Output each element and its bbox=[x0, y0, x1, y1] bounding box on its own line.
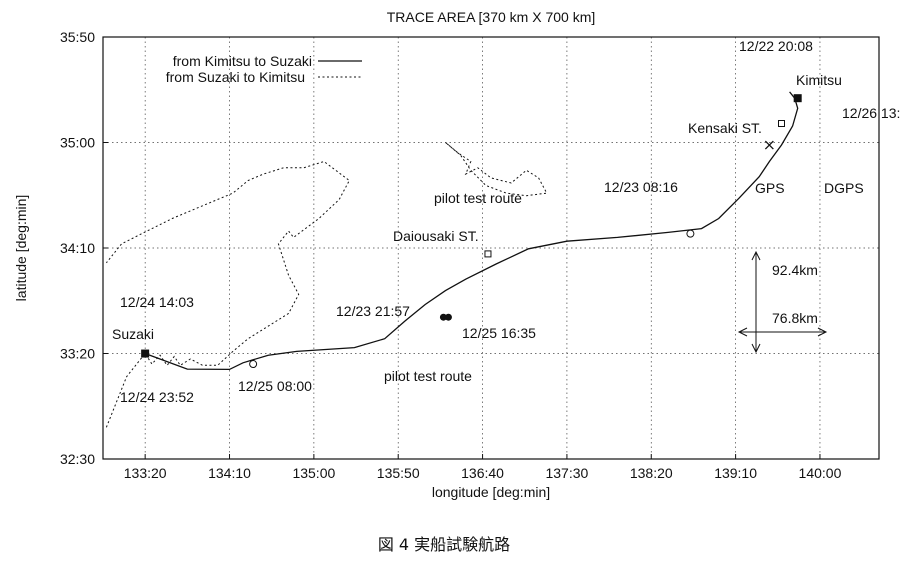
marker-filled-circle bbox=[439, 313, 447, 321]
label-12-25-1635: 12/25 16:35 bbox=[462, 325, 536, 341]
y-tick-label: 32:30 bbox=[60, 451, 95, 467]
legend: from Kimitsu to Suzaki from Suzaki to Ki… bbox=[166, 53, 362, 85]
plot-frame bbox=[102, 36, 880, 460]
marker-open-square bbox=[484, 250, 492, 258]
chart-title: TRACE AREA [370 km X 700 km] bbox=[387, 9, 596, 25]
x-tick-label: 133:20 bbox=[124, 465, 167, 481]
x-tick-label: 135:50 bbox=[377, 465, 420, 481]
scale-bar-vertical bbox=[751, 250, 761, 354]
label-suzaki: Suzaki bbox=[112, 326, 154, 342]
label-pilot-test-route-top: pilot test route bbox=[434, 190, 522, 206]
x-tick-label: 137:30 bbox=[545, 465, 588, 481]
grid-lines bbox=[103, 36, 879, 460]
label-kensaki-st: Kensaki ST. bbox=[688, 120, 762, 136]
label-dgps: DGPS bbox=[824, 180, 864, 196]
x-axis-ticks: 133:20 134:10 135:00 135:50 136:40 137:30 138:… bbox=[124, 454, 842, 481]
legend-entry-kimitsu-to-suzaki: from Kimitsu to Suzaki bbox=[173, 53, 312, 69]
marker-filled-square bbox=[141, 349, 150, 358]
label-daiousaki-st: Daiousaki ST. bbox=[393, 228, 479, 244]
x-axis-label: longitude [deg:min] bbox=[432, 484, 550, 500]
marker-layer bbox=[141, 94, 802, 369]
scale-bar-horizontal bbox=[737, 327, 828, 337]
marker-open-circle bbox=[249, 360, 258, 369]
label-76-8km: 76.8km bbox=[772, 310, 818, 326]
label-12-24-1403: 12/24 14:03 bbox=[120, 294, 194, 310]
marker-filled-circle bbox=[444, 313, 452, 321]
y-tick-label: 35:50 bbox=[60, 29, 95, 45]
x-tick-label: 140:00 bbox=[799, 465, 842, 481]
y-axis-label: latitude [deg:min] bbox=[13, 195, 29, 302]
series-layer bbox=[105, 91, 799, 428]
legend-entry-suzaki-to-kimitsu: from Suzaki to Kimitsu bbox=[166, 69, 305, 85]
label-pilot-test-route-bottom: pilot test route bbox=[384, 368, 472, 384]
label-gps: GPS bbox=[755, 180, 785, 196]
figure-caption: 図 4 実船試験航路 bbox=[378, 535, 510, 554]
x-tick-label: 135:00 bbox=[292, 465, 335, 481]
marker-filled-square bbox=[793, 94, 802, 103]
label-92-4km: 92.4km bbox=[772, 262, 818, 278]
label-12-24-2352: 12/24 23:52 bbox=[120, 389, 194, 405]
x-tick-label: 139:10 bbox=[714, 465, 757, 481]
marker-open-circle bbox=[686, 229, 695, 238]
label-12-25-0800: 12/25 08:00 bbox=[238, 378, 312, 394]
y-axis-ticks: 32:30 33:20 34:10 35:00 35:50 bbox=[60, 29, 108, 467]
series-line-0 bbox=[144, 91, 799, 371]
x-tick-label: 134:10 bbox=[208, 465, 251, 481]
x-tick-label: 138:20 bbox=[630, 465, 673, 481]
label-12-22-2008: 12/22 20:08 bbox=[739, 38, 813, 54]
y-tick-label: 33:20 bbox=[60, 346, 95, 362]
label-12-23-2157: 12/23 21:57 bbox=[336, 303, 410, 319]
label-12-23-0816: 12/23 08:16 bbox=[604, 179, 678, 195]
x-tick-label: 136:40 bbox=[461, 465, 504, 481]
marker-open-square bbox=[777, 120, 785, 128]
label-12-26-13: 12/26 13: bbox=[842, 105, 900, 121]
y-tick-label: 35:00 bbox=[60, 134, 95, 150]
y-tick-label: 34:10 bbox=[60, 240, 95, 256]
marker-cross bbox=[764, 140, 774, 150]
series-line-2 bbox=[445, 142, 548, 197]
label-kimitsu: Kimitsu bbox=[796, 72, 842, 88]
